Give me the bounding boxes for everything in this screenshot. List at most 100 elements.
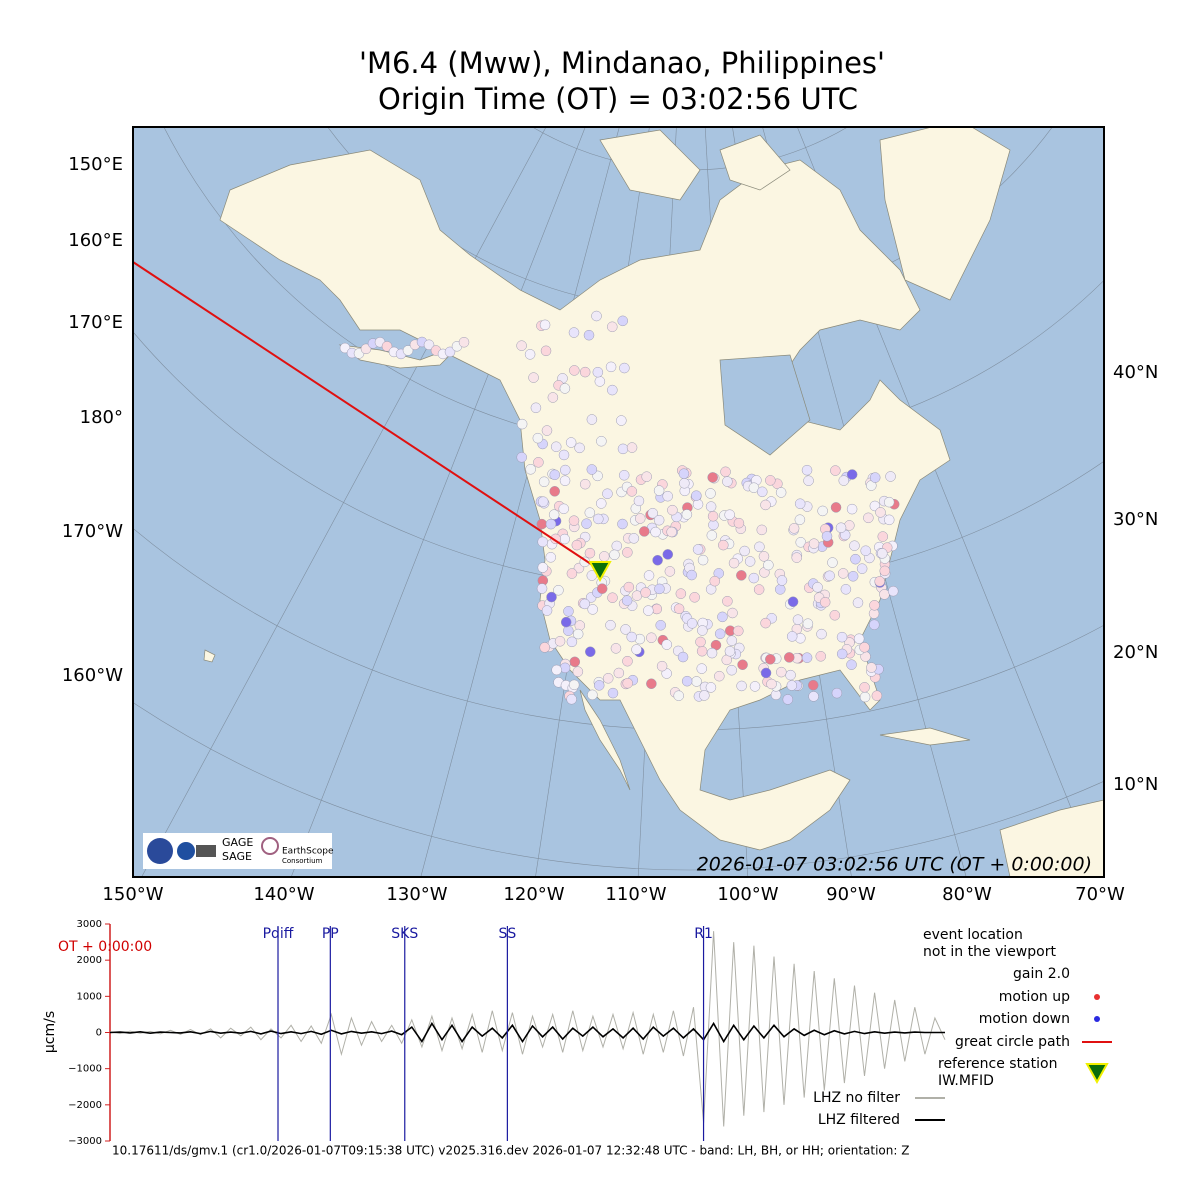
station xyxy=(724,646,736,657)
station xyxy=(766,678,777,690)
station xyxy=(559,475,571,486)
station xyxy=(525,464,536,475)
station xyxy=(583,329,595,341)
station xyxy=(566,568,578,579)
stations xyxy=(339,310,900,705)
station xyxy=(821,531,833,542)
station xyxy=(558,503,570,515)
station xyxy=(786,680,798,691)
station xyxy=(607,592,618,603)
station xyxy=(574,442,585,454)
y-tick-label: −1000 xyxy=(68,1064,102,1075)
station xyxy=(787,596,799,607)
station xyxy=(776,575,788,586)
station xyxy=(885,471,896,482)
station xyxy=(817,505,828,517)
station xyxy=(617,443,629,455)
lat-label: 30°N xyxy=(1113,509,1158,530)
station xyxy=(679,478,690,489)
station xyxy=(587,689,598,701)
lon-label: 80°W xyxy=(942,884,992,905)
station xyxy=(836,631,848,643)
station xyxy=(634,513,646,524)
station xyxy=(655,620,666,631)
station xyxy=(546,591,557,603)
station xyxy=(887,585,899,597)
station xyxy=(775,487,787,498)
station xyxy=(622,547,633,558)
legend-marker xyxy=(1094,1016,1100,1022)
station xyxy=(849,540,860,551)
station xyxy=(801,464,813,476)
station xyxy=(569,365,580,376)
station xyxy=(840,584,852,595)
station xyxy=(650,526,661,538)
station xyxy=(579,366,591,378)
station xyxy=(633,495,645,507)
station xyxy=(639,526,650,537)
station xyxy=(533,457,544,468)
station xyxy=(677,651,689,663)
station xyxy=(717,611,728,623)
station xyxy=(695,636,706,648)
station xyxy=(757,486,768,498)
title-line: 'M6.4 (Mww), Mindanao, Philippines' xyxy=(359,46,885,80)
station xyxy=(666,526,677,538)
station xyxy=(808,538,820,549)
station xyxy=(846,659,857,670)
legend-text: not in the viewport xyxy=(923,944,1056,960)
station xyxy=(720,466,731,478)
station xyxy=(545,552,557,563)
station xyxy=(807,679,819,691)
station xyxy=(859,691,871,703)
logo-text: SAGE xyxy=(222,850,252,863)
lon-label: 170°W xyxy=(62,521,123,542)
station xyxy=(838,475,850,486)
station xyxy=(610,643,622,654)
station xyxy=(871,690,883,701)
station xyxy=(536,518,548,530)
station xyxy=(785,669,796,681)
y-tick-label: 2000 xyxy=(77,955,102,966)
station xyxy=(726,664,737,676)
station xyxy=(758,551,770,562)
station xyxy=(696,645,708,657)
station xyxy=(569,656,581,668)
station xyxy=(847,571,859,582)
station xyxy=(691,676,702,687)
station xyxy=(718,539,729,551)
station xyxy=(572,666,584,677)
station xyxy=(611,540,623,552)
station xyxy=(776,666,787,678)
station xyxy=(548,509,560,520)
station xyxy=(736,680,747,692)
station xyxy=(681,675,693,687)
legend-text: gain 2.0 xyxy=(1013,966,1070,982)
phase-label: R1 xyxy=(694,926,713,942)
station xyxy=(524,349,536,360)
station xyxy=(617,518,628,530)
lon-label: 160°E xyxy=(68,230,123,251)
station xyxy=(560,616,572,628)
logo-icon xyxy=(147,838,173,864)
station xyxy=(869,600,880,611)
station xyxy=(709,575,721,587)
station xyxy=(830,502,842,513)
station xyxy=(794,514,806,525)
station xyxy=(551,664,562,676)
station xyxy=(678,468,690,479)
legend-marker xyxy=(1085,1063,1109,1085)
y-tick-label: 1000 xyxy=(77,991,102,1002)
station xyxy=(539,642,550,653)
legend: event location not in the viewport gain … xyxy=(813,927,1112,1128)
station xyxy=(423,339,435,351)
station xyxy=(541,605,553,616)
station xyxy=(875,507,886,518)
station xyxy=(620,624,631,635)
station xyxy=(584,507,596,518)
station xyxy=(574,620,586,631)
great-circle-path xyxy=(133,261,601,571)
station xyxy=(458,336,470,348)
station xyxy=(563,625,574,636)
legend-text: motion up xyxy=(999,989,1070,1005)
